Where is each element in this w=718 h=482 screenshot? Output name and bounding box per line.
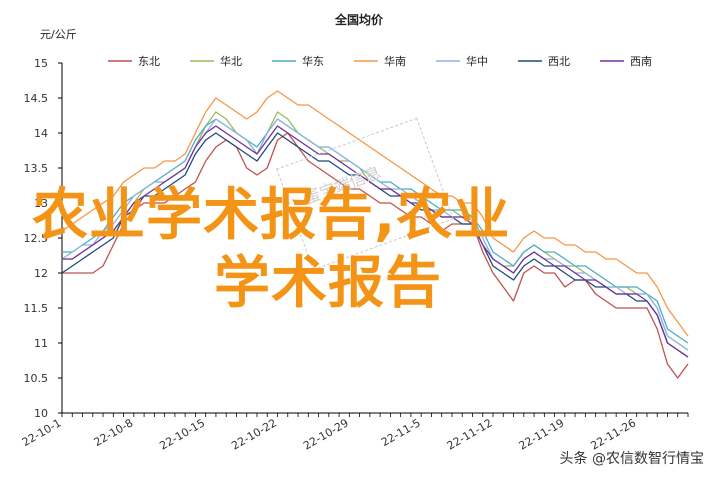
y-tick-label: 14.5 — [24, 92, 49, 105]
legend-label-西北: 西北 — [548, 55, 570, 68]
chart-title: 全国均价 — [334, 12, 384, 27]
y-tick-label: 15 — [34, 57, 48, 70]
y-tick-label: 12.5 — [24, 232, 49, 245]
y-tick-label: 14 — [34, 127, 48, 140]
y-axis-unit-label: 元/公斤 — [40, 28, 77, 41]
legend-label-华中: 华中 — [466, 54, 488, 68]
overlay-headline-line1: 农业学术报告,农业 — [32, 183, 511, 248]
legend-label-东北: 东北 — [138, 55, 160, 68]
legend-label-华北: 华北 — [220, 54, 242, 68]
legend-label-华东: 华东 — [302, 54, 324, 68]
y-tick-label: 12 — [34, 267, 48, 280]
legend-label-西南: 西南 — [630, 55, 652, 68]
overlay-headline-line2: 学术报告 — [214, 251, 442, 316]
y-tick-label: 11.5 — [24, 302, 49, 315]
x-tick-label: 22-10-29 — [301, 416, 351, 452]
x-tick-label: 22-10-22 — [229, 416, 279, 452]
x-tick-label: 22-10-8 — [92, 416, 136, 449]
y-tick-label: 10 — [34, 407, 48, 420]
x-tick-label: 22-11-12 — [445, 416, 495, 452]
series-line-华南 — [61, 90, 689, 337]
y-tick-label: 10.5 — [24, 372, 49, 385]
legend-label-华南: 华南 — [384, 54, 406, 68]
x-tick-label: 22-10-15 — [157, 416, 207, 452]
y-tick-label: 11 — [34, 337, 48, 350]
x-tick-label: 22-10-1 — [20, 416, 64, 449]
source-watermark: 头条 @农信数智行情宝 — [559, 451, 704, 467]
series-line-西南 — [62, 125, 689, 358]
x-tick-label: 22-11-5 — [379, 416, 423, 449]
y-tick-label: 13.5 — [24, 162, 49, 175]
y-tick-label: 13 — [34, 197, 48, 210]
